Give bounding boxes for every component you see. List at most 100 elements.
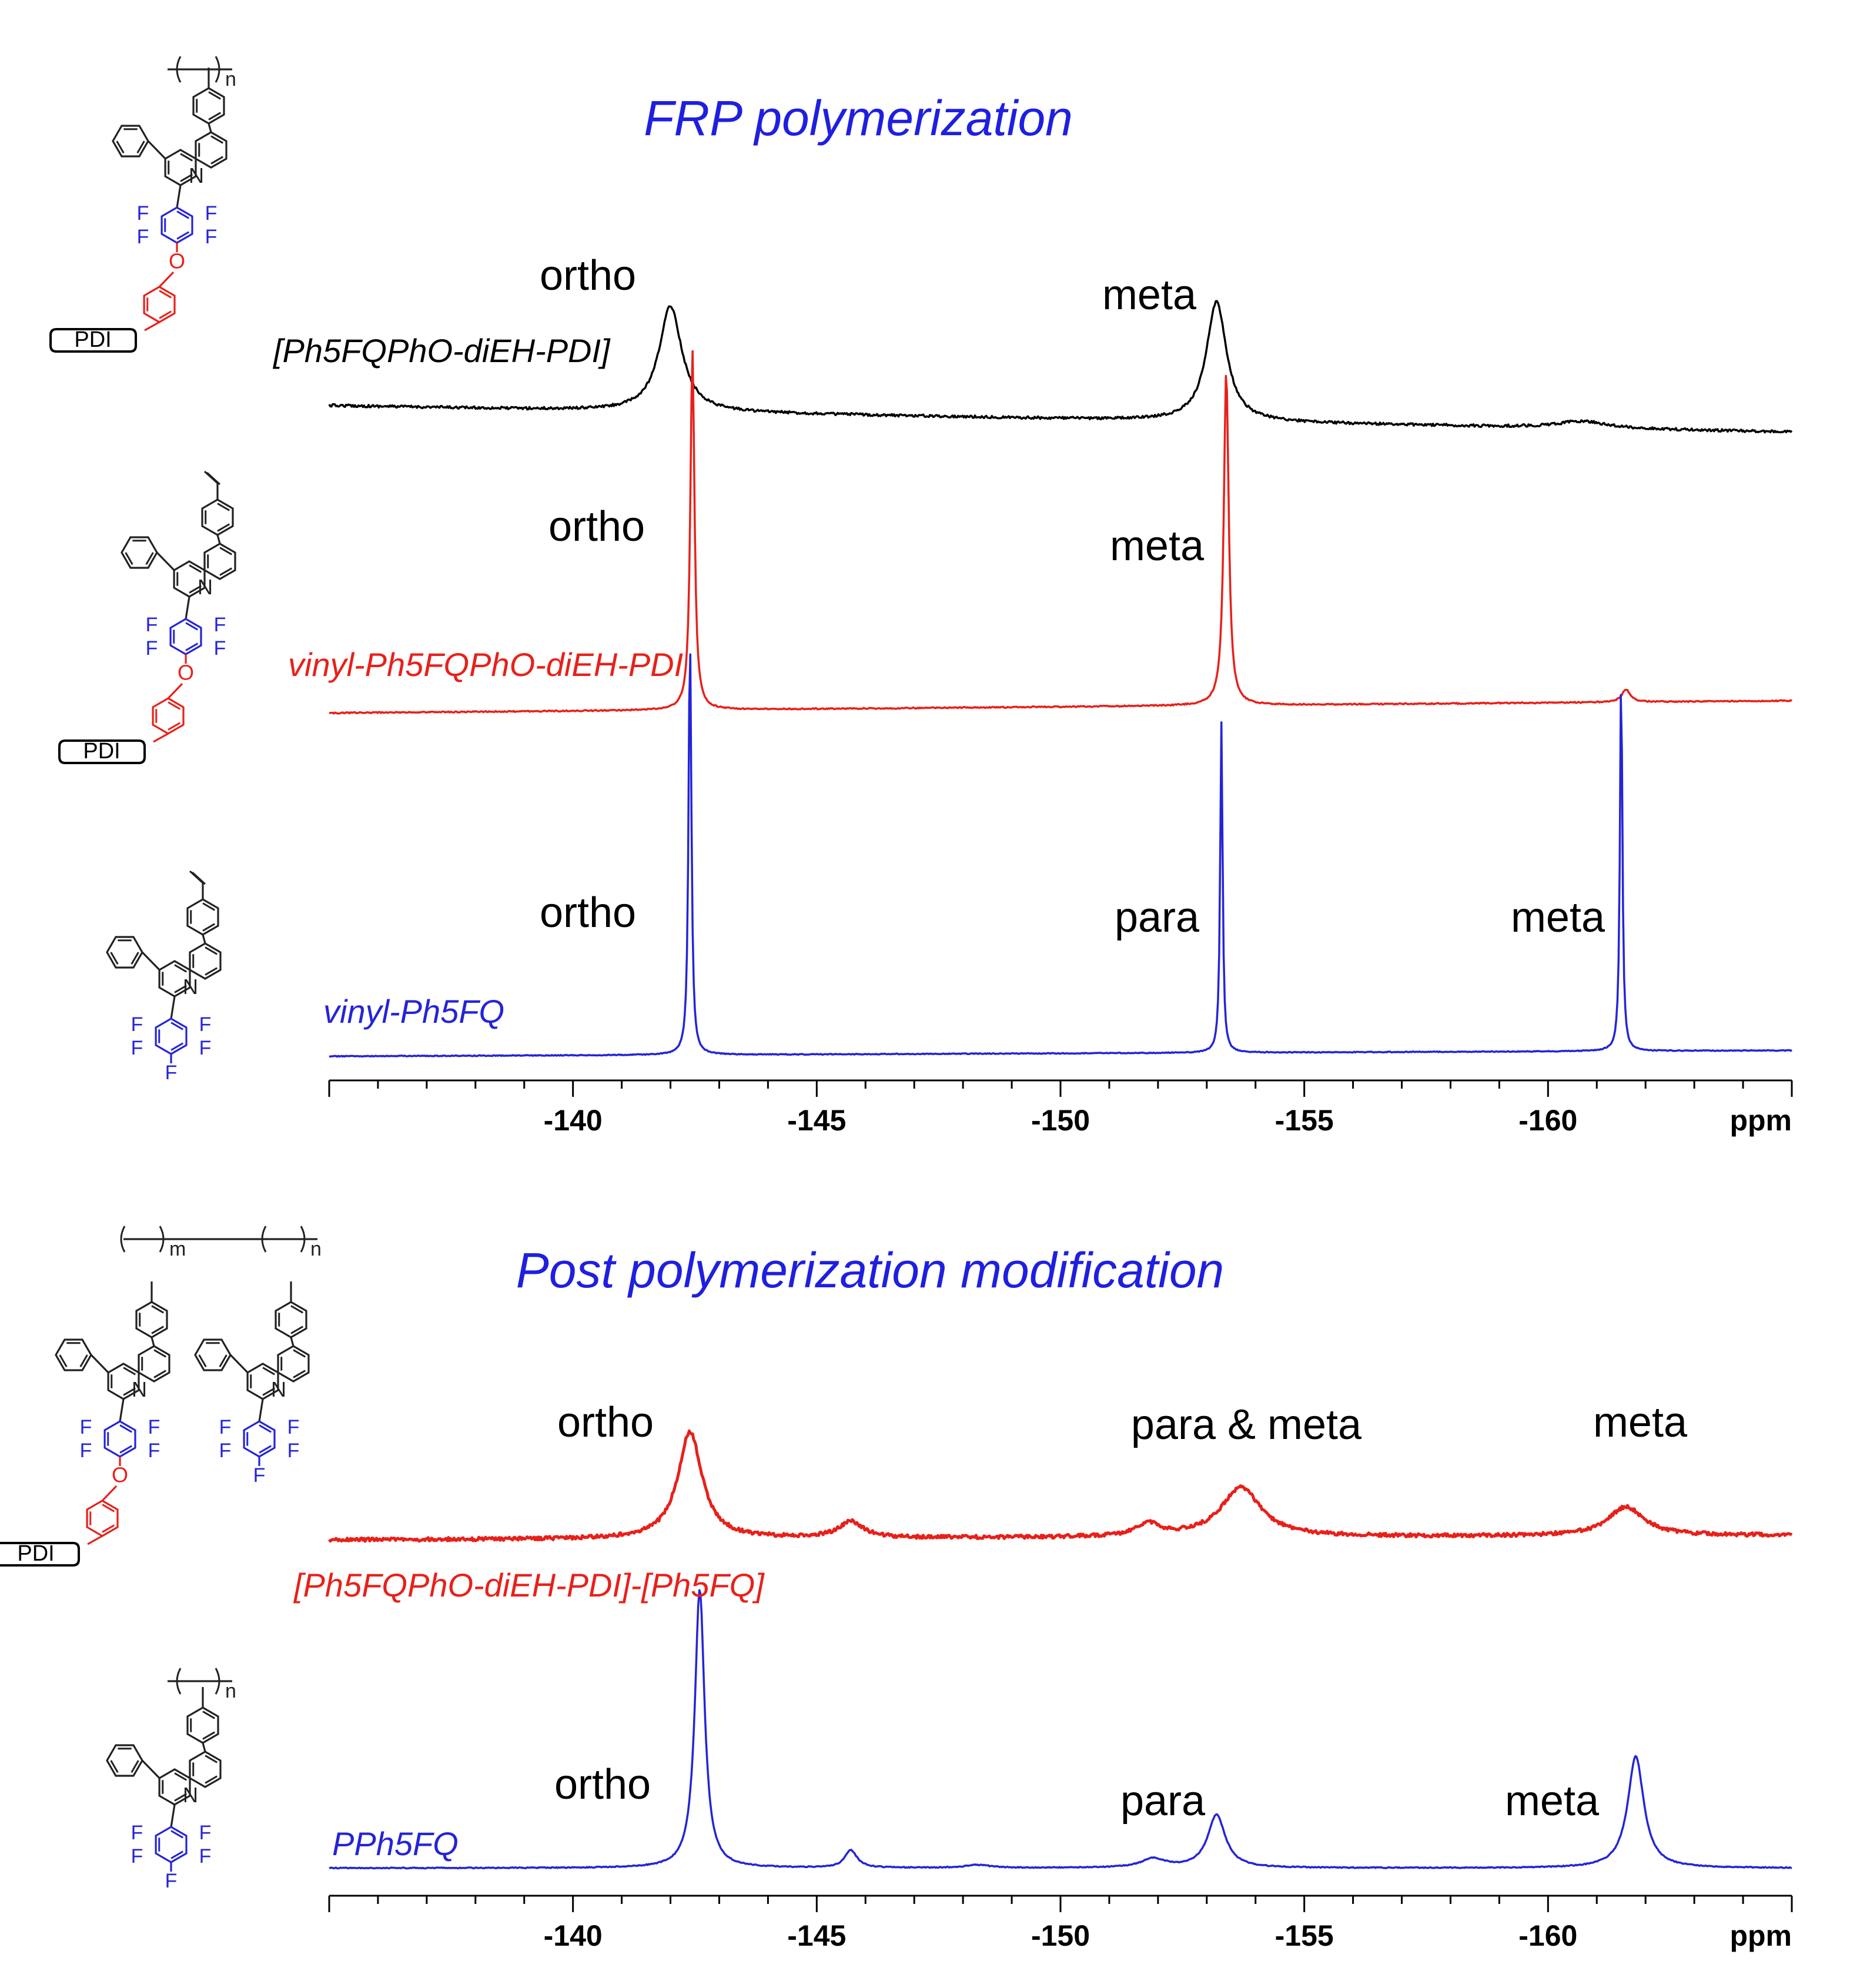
bond xyxy=(144,321,160,332)
benzene-ring xyxy=(121,536,158,569)
double-bond xyxy=(293,1349,306,1358)
double-bond xyxy=(145,552,154,565)
atom-label: F xyxy=(199,1037,212,1059)
peak-label: ortho xyxy=(540,252,636,299)
double-bond xyxy=(153,1349,167,1358)
double-bond xyxy=(131,952,139,965)
bond xyxy=(208,123,212,133)
spectrum-trace xyxy=(328,300,1793,434)
peak-label: meta xyxy=(1110,523,1205,570)
atom-label: F xyxy=(80,1416,92,1438)
peak-label: meta xyxy=(1102,272,1197,319)
panel-1-title: FRP polymerization xyxy=(644,91,1073,146)
pdi-label: PDI xyxy=(74,327,111,352)
double-bond xyxy=(102,1504,115,1512)
atom-label: F xyxy=(146,614,158,636)
panel-2-title: Post polymerization modification xyxy=(516,1243,1225,1298)
double-bond xyxy=(219,567,233,576)
double-bond xyxy=(210,135,224,144)
benzene-ring xyxy=(189,1751,222,1788)
atom-label: F xyxy=(205,226,218,248)
repeat-bracket xyxy=(176,56,182,83)
bond xyxy=(229,1354,249,1374)
double-bond xyxy=(170,1022,184,1030)
atom-label: F xyxy=(199,1845,212,1867)
benzene-ring xyxy=(277,1345,310,1383)
repeat-bracket xyxy=(176,1668,182,1695)
benzene-ring xyxy=(106,936,143,969)
peak-label: para xyxy=(1120,1778,1206,1825)
x-tick-label: -140 xyxy=(544,1919,603,1952)
repeat-bracket xyxy=(215,1668,220,1695)
pdi-box xyxy=(49,328,138,353)
double-bond xyxy=(174,964,188,973)
x-axis-label: ppm xyxy=(1729,1104,1792,1137)
bond xyxy=(147,140,166,160)
repeat-bracket xyxy=(159,1226,165,1253)
double-bond xyxy=(79,1354,88,1368)
atom-label: F xyxy=(131,1013,143,1036)
benzene-ring xyxy=(203,543,236,580)
benzene-ring xyxy=(169,618,202,655)
x-tick-label: -150 xyxy=(1031,1919,1090,1952)
double-bond xyxy=(210,156,224,165)
spectrum-trace xyxy=(329,350,1792,715)
double-bond xyxy=(168,701,181,710)
series-labels: [Ph5FQPhO-diEH-PDI] vinyl-Ph5FQPhO-diEH-… xyxy=(272,332,765,1862)
x-tick-label: -155 xyxy=(1275,1104,1334,1137)
double-bond xyxy=(293,1370,306,1378)
pdi-box xyxy=(58,739,146,764)
atom-label: F xyxy=(131,1822,143,1844)
series-label: [Ph5FQPhO-diEH-PDI] xyxy=(272,332,611,369)
series-label: vinyl-Ph5FQPhO-diEH-PDI xyxy=(288,646,683,683)
atom-label: F xyxy=(219,1440,232,1462)
atom-label: F xyxy=(205,202,218,225)
benzene-ring xyxy=(189,942,222,980)
double-bond xyxy=(170,1830,184,1839)
atom-label: N xyxy=(271,1377,286,1401)
double-bond xyxy=(180,153,193,162)
atom-label: F xyxy=(287,1440,300,1462)
double-bond xyxy=(123,1367,136,1375)
peak-label: meta xyxy=(1505,1778,1600,1825)
double-bond xyxy=(262,1387,276,1396)
spectrum-trace xyxy=(327,1429,1793,1543)
double-bond xyxy=(205,967,218,976)
pdi-label: PDI xyxy=(83,739,120,764)
atom-label: F xyxy=(146,637,158,660)
double-bond xyxy=(110,952,119,965)
x-tick-label: -145 xyxy=(787,1919,846,1952)
repeat-subscript: n xyxy=(310,1238,322,1260)
atom-label: F xyxy=(131,1845,143,1867)
double-bond xyxy=(217,503,230,511)
double-bond xyxy=(202,923,216,932)
atom-label: F xyxy=(148,1416,160,1438)
x-tick-label: -160 xyxy=(1518,1919,1577,1952)
double-bond xyxy=(102,1524,115,1533)
benzene-ring xyxy=(103,1420,136,1458)
peak-label: ortho xyxy=(540,889,636,936)
double-bond xyxy=(202,1711,216,1719)
benzene-ring xyxy=(55,1338,92,1371)
double-bond xyxy=(159,290,172,299)
atom-label: N xyxy=(132,1377,147,1401)
bond xyxy=(101,1485,118,1502)
spectra-traces xyxy=(327,300,1793,1870)
bond xyxy=(202,934,206,944)
x-axis-label: ppm xyxy=(1729,1919,1792,1952)
benzene-ring xyxy=(160,206,193,244)
double-bond xyxy=(151,1305,165,1314)
double-bond xyxy=(202,902,216,911)
bond xyxy=(206,471,221,486)
double-bond xyxy=(205,946,218,955)
double-bond xyxy=(123,1387,136,1396)
x-tick-label: -155 xyxy=(1275,1919,1334,1952)
double-bond xyxy=(189,564,202,573)
x-tick-label: -150 xyxy=(1031,1104,1090,1137)
benzene-ring xyxy=(192,87,225,125)
double-bond xyxy=(153,1370,167,1378)
atom-label: F xyxy=(80,1440,92,1462)
benzene-ring xyxy=(186,898,219,936)
bond xyxy=(258,1398,264,1422)
double-bond xyxy=(189,585,202,594)
